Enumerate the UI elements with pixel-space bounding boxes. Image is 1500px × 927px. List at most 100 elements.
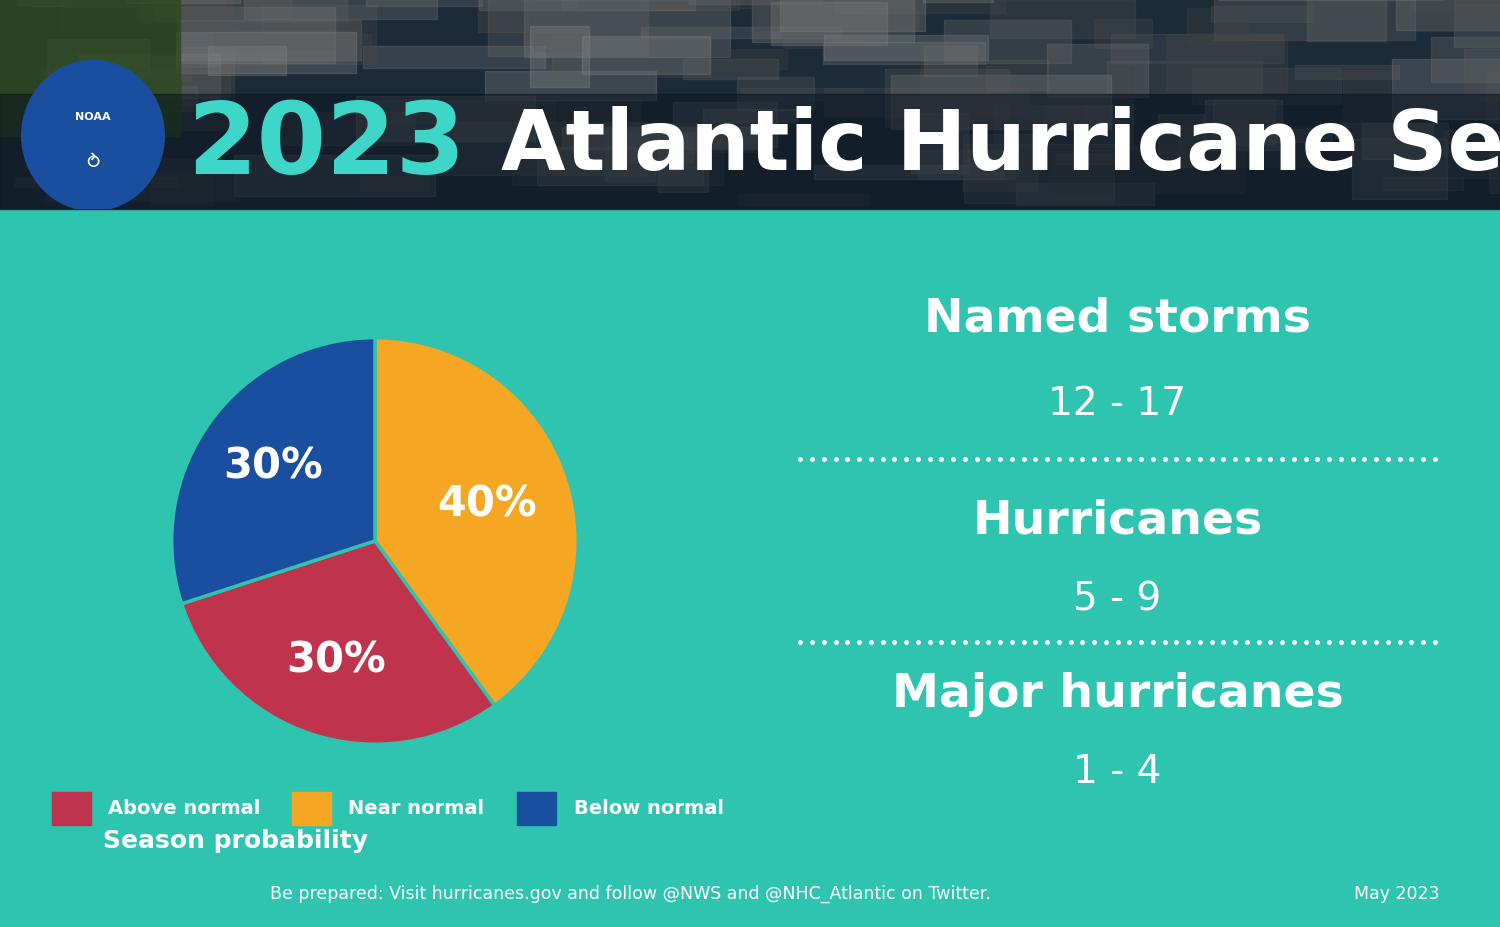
Bar (152, 159, 213, 205)
Bar (783, 5, 867, 48)
Text: 2023: 2023 (188, 97, 466, 195)
Bar (356, 96, 536, 141)
Bar (53, 793, 92, 825)
Bar (672, 102, 777, 147)
Bar (711, 49, 788, 70)
Bar (924, 46, 976, 76)
Bar (244, 0, 436, 19)
Bar (688, 0, 822, 4)
Bar (530, 26, 590, 87)
Bar (360, 175, 429, 193)
Bar (990, 0, 1136, 38)
Bar (582, 35, 710, 74)
Bar (754, 11, 918, 30)
Bar (441, 101, 640, 128)
Bar (1052, 146, 1245, 194)
Text: Season probability: Season probability (104, 829, 368, 853)
Text: Above normal: Above normal (108, 799, 261, 818)
Bar (1425, 142, 1500, 178)
Bar (1212, 99, 1275, 145)
Bar (771, 2, 888, 45)
Bar (1158, 114, 1204, 167)
Bar (1306, 0, 1386, 41)
Bar (1107, 60, 1262, 93)
Bar (684, 59, 778, 79)
Bar (78, 54, 220, 97)
Bar (478, 0, 528, 32)
Bar (825, 88, 1029, 117)
Bar (944, 20, 1071, 63)
Bar (291, 793, 330, 825)
Bar (0, 0, 180, 135)
Bar (1455, 0, 1500, 47)
Text: Atlantic Hurricane Season Outlook: Atlantic Hurricane Season Outlook (472, 106, 1500, 186)
Bar (579, 0, 788, 8)
Wedge shape (375, 337, 579, 705)
Bar (1344, 70, 1390, 127)
Bar (891, 75, 1112, 129)
Bar (780, 0, 924, 31)
Bar (836, 0, 1005, 13)
Bar (920, 66, 1132, 121)
Text: ⥁: ⥁ (87, 153, 99, 172)
Bar (1094, 19, 1152, 47)
Bar (740, 193, 868, 206)
Bar (640, 27, 840, 38)
Text: Named storms: Named storms (924, 297, 1311, 342)
Bar (274, 112, 414, 146)
Bar (154, 0, 291, 20)
Bar (604, 131, 656, 181)
Bar (363, 45, 544, 69)
Text: Be prepared: Visit hurricanes.gov and follow @NWS and @NHC_Atlantic on Twitter.: Be prepared: Visit hurricanes.gov and fo… (270, 884, 990, 903)
Bar (1486, 71, 1500, 122)
Bar (183, 47, 234, 106)
Text: 30%: 30% (286, 640, 386, 682)
Bar (1410, 0, 1500, 9)
Wedge shape (171, 337, 375, 603)
Bar (374, 101, 555, 123)
Text: May 2023: May 2023 (1354, 884, 1440, 903)
Bar (56, 69, 190, 82)
Bar (1017, 183, 1154, 205)
Bar (1464, 49, 1500, 101)
Bar (753, 0, 915, 42)
Bar (922, 0, 993, 2)
Bar (478, 0, 694, 10)
Bar (963, 144, 1114, 203)
Bar (140, 0, 346, 21)
Bar (1214, 0, 1414, 40)
Bar (435, 122, 646, 175)
Text: 1 - 4: 1 - 4 (1074, 754, 1161, 792)
Bar (537, 147, 704, 184)
Bar (626, 134, 693, 162)
Bar (0, 94, 1500, 209)
Bar (1396, 0, 1500, 30)
Bar (1204, 100, 1282, 150)
Bar (534, 34, 582, 50)
Text: 12 - 17: 12 - 17 (1048, 385, 1186, 423)
Bar (1392, 58, 1500, 120)
Bar (214, 34, 370, 50)
Bar (62, 0, 232, 31)
Bar (180, 20, 362, 60)
Bar (1166, 34, 1287, 92)
Bar (366, 0, 482, 6)
Bar (1056, 153, 1125, 164)
Bar (912, 113, 968, 173)
Text: 40%: 40% (438, 484, 537, 526)
Bar (524, 1, 730, 57)
Bar (1112, 34, 1282, 63)
Text: NOAA: NOAA (75, 112, 111, 121)
Bar (18, 0, 70, 6)
Bar (46, 39, 148, 76)
Bar (1178, 126, 1316, 167)
Bar (824, 42, 986, 64)
Bar (918, 150, 1016, 180)
Bar (584, 123, 777, 152)
Bar (1335, 122, 1448, 138)
Bar (658, 132, 708, 192)
Bar (1210, 6, 1314, 21)
Bar (1352, 139, 1448, 199)
Bar (46, 171, 238, 201)
Bar (1362, 122, 1434, 159)
